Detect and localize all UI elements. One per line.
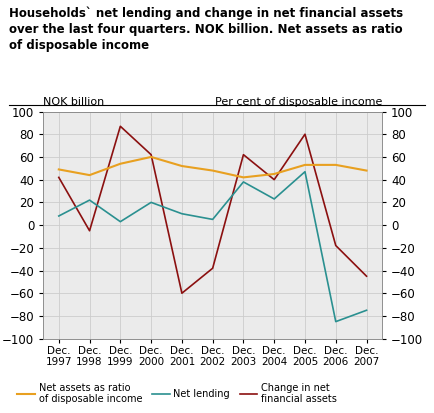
Text: Per cent of disposable income: Per cent of disposable income bbox=[214, 97, 382, 107]
Legend: Net assets as ratio
of disposable income, Net lending, Change in net
financial a: Net assets as ratio of disposable income… bbox=[13, 379, 341, 408]
Text: Households` net lending and change in net financial assets
over the last four qu: Households` net lending and change in ne… bbox=[9, 6, 403, 52]
Text: NOK billion: NOK billion bbox=[43, 97, 105, 107]
